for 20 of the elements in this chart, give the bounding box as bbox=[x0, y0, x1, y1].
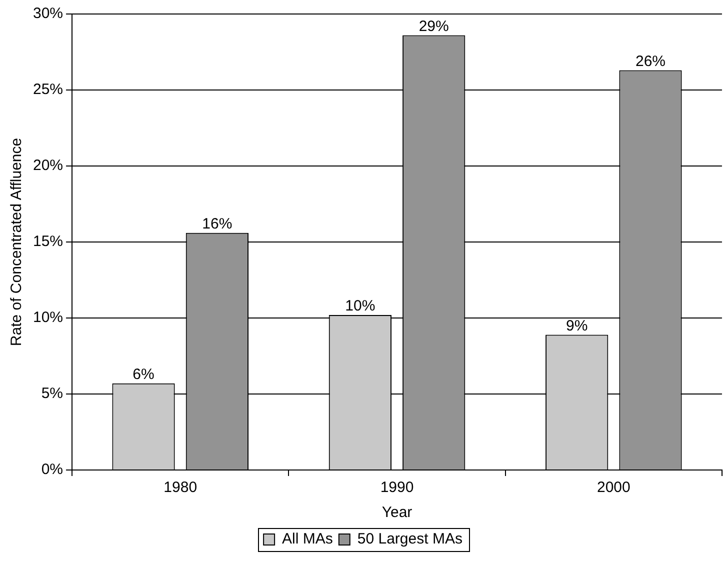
data-label: 10% bbox=[345, 298, 376, 315]
data-label: 16% bbox=[202, 216, 232, 233]
data-label: 9% bbox=[566, 317, 588, 334]
y-tick-label: 20% bbox=[32, 157, 64, 174]
y-tick-label: 5% bbox=[41, 385, 64, 402]
y-tick-label: 30% bbox=[32, 5, 64, 22]
y-tick-label: 25% bbox=[32, 81, 64, 98]
data-label: 26% bbox=[635, 52, 666, 70]
legend-label: 50 Largest MAs bbox=[357, 530, 462, 548]
y-tick-label: 0% bbox=[41, 461, 64, 478]
y-tick-label: 10% bbox=[32, 309, 64, 326]
x-tick-label: 1980 bbox=[164, 479, 198, 496]
data-label: 29% bbox=[418, 18, 449, 35]
legend-label: All MAs bbox=[282, 530, 333, 548]
x-axis-title: Year bbox=[382, 504, 412, 522]
x-tick-label: 2000 bbox=[596, 479, 630, 496]
data-label: 6% bbox=[132, 366, 154, 383]
y-tick-label: 15% bbox=[32, 233, 64, 250]
y-axis-title: Rate of Concentrated Affluence bbox=[8, 138, 26, 346]
x-tick-label: 1990 bbox=[380, 479, 414, 496]
